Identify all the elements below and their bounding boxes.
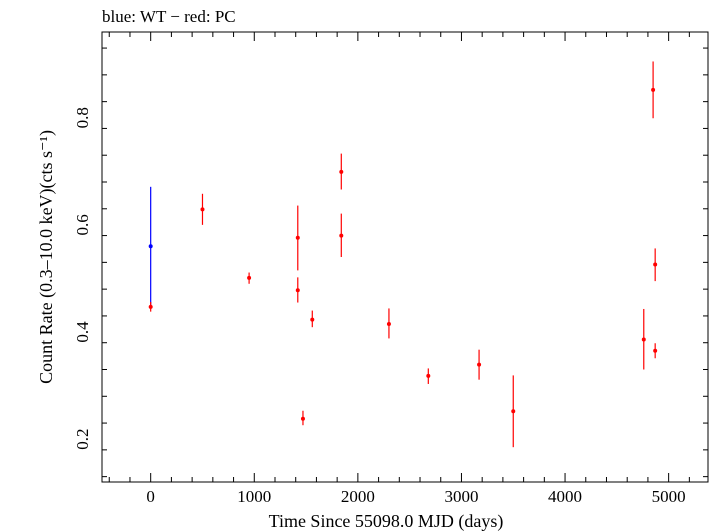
legend-text: blue: WT − red: PC: [102, 7, 236, 26]
data-point: [651, 87, 656, 92]
y-axis-label: Count Rate (0.3–10.0 keV)(cts s⁻¹): [36, 130, 57, 384]
x-tick-label: 4000: [548, 487, 582, 506]
data-point: [386, 321, 391, 326]
data-point: [653, 262, 658, 267]
data-point: [148, 304, 153, 309]
data-point: [247, 275, 252, 280]
x-tick-label: 1000: [237, 487, 271, 506]
x-tick-label: 2000: [341, 487, 375, 506]
x-axis-label: Time Since 55098.0 MJD (days): [269, 511, 504, 532]
x-axis-ticks: 0 1000 2000 3000 4000 5000: [108, 32, 690, 506]
y-tick-label: 0.8: [73, 107, 92, 128]
data-point: [200, 207, 205, 212]
data-points: [148, 61, 658, 448]
data-point: [641, 337, 646, 342]
y-axis-ticks: 0.2 0.4 0.6 0.8: [73, 47, 708, 478]
plot-frame: [101, 31, 709, 483]
data-point: [300, 416, 305, 421]
data-point: [339, 169, 344, 174]
data-point: [295, 235, 300, 240]
x-tick-label: 5000: [652, 487, 686, 506]
data-point: [339, 233, 344, 238]
data-point: [148, 244, 153, 249]
data-point: [426, 373, 431, 378]
y-tick-label: 0.6: [73, 214, 92, 235]
x-tick-label: 3000: [444, 487, 478, 506]
data-point: [653, 348, 658, 353]
data-point: [511, 409, 516, 414]
y-tick-label: 0.4: [73, 321, 92, 343]
data-point: [295, 288, 300, 293]
x-tick-label: 0: [146, 487, 155, 506]
data-point: [310, 317, 315, 322]
data-point: [477, 362, 482, 367]
y-tick-label: 0.2: [73, 429, 92, 450]
